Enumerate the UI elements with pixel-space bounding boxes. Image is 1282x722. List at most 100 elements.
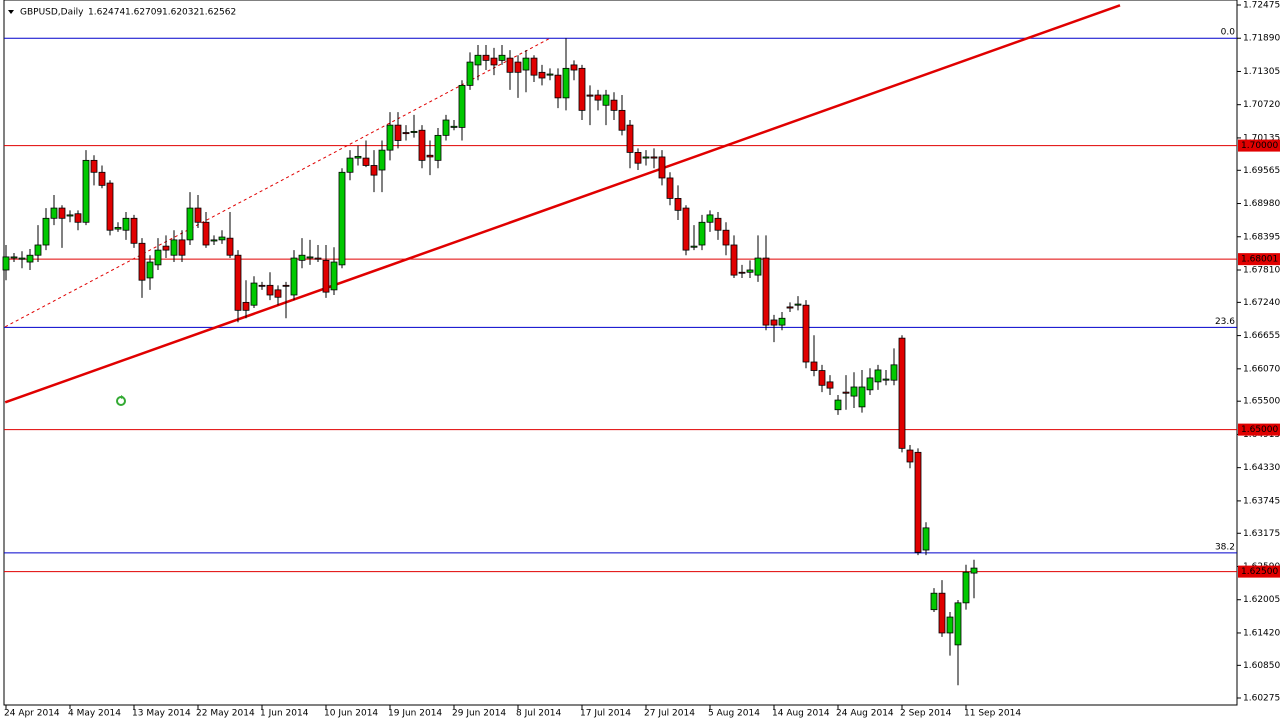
y-tick-label: 1.60850 bbox=[1243, 661, 1280, 671]
candle-body bbox=[106, 182, 114, 231]
candle-body bbox=[2, 256, 10, 271]
candle-body bbox=[10, 256, 18, 259]
x-tick-label: 1 Jun 2014 bbox=[260, 709, 309, 719]
candle-body bbox=[90, 159, 98, 173]
y-tick-label: 1.67810 bbox=[1243, 265, 1280, 275]
symbol-menu-icon[interactable] bbox=[8, 10, 14, 14]
chart-title: GBPUSD,Daily bbox=[20, 8, 84, 18]
y-tick-label: 1.66070 bbox=[1243, 364, 1280, 374]
level-tag bbox=[1238, 423, 1280, 436]
candle-body bbox=[898, 337, 906, 449]
y-tick-label: 1.69565 bbox=[1243, 166, 1280, 176]
candle-body bbox=[738, 271, 746, 274]
x-tick-label: 29 Jun 2014 bbox=[452, 709, 506, 719]
x-tick-label: 27 Jul 2014 bbox=[644, 709, 695, 719]
candle-body bbox=[98, 171, 106, 186]
level-label: 1.68001 bbox=[1241, 255, 1278, 265]
candle-body bbox=[754, 257, 762, 276]
candle-body bbox=[58, 207, 66, 219]
y-tick-label: 1.70135 bbox=[1243, 133, 1280, 143]
candle-body bbox=[234, 254, 242, 311]
candle-body bbox=[218, 236, 226, 241]
candle-body bbox=[658, 156, 666, 179]
fibo-label: 0.0 bbox=[1221, 28, 1236, 38]
candle-body bbox=[266, 284, 274, 296]
candle-body bbox=[818, 370, 826, 386]
candle-body bbox=[730, 244, 738, 276]
candle-body bbox=[330, 261, 338, 291]
candle-body bbox=[762, 257, 770, 326]
fibo-label: 23.6 bbox=[1215, 317, 1235, 327]
candle-body bbox=[450, 125, 458, 128]
candle-body bbox=[26, 254, 34, 263]
candle-body bbox=[498, 54, 506, 61]
candle-body bbox=[122, 217, 130, 231]
candle-body bbox=[402, 132, 410, 135]
candle-body bbox=[434, 134, 442, 161]
plot-frame bbox=[3, 0, 1238, 706]
candle-body bbox=[970, 567, 978, 574]
candle-body bbox=[578, 67, 586, 111]
header-low: 1.62032 bbox=[162, 8, 199, 18]
candle-body bbox=[906, 449, 914, 463]
trend-line bbox=[4, 37, 551, 328]
candle-body bbox=[474, 54, 482, 66]
header-high: 1.62709 bbox=[125, 8, 162, 18]
candle-body bbox=[274, 289, 282, 298]
x-tick-label: 24 Aug 2014 bbox=[836, 709, 894, 719]
candle-body bbox=[378, 149, 386, 171]
candle-body bbox=[514, 61, 522, 73]
candle-body bbox=[186, 207, 194, 241]
y-tick-label: 1.62005 bbox=[1243, 595, 1280, 605]
y-tick-label: 1.63175 bbox=[1243, 529, 1280, 539]
y-tick-label: 1.71305 bbox=[1243, 67, 1280, 77]
candle-body bbox=[18, 257, 26, 260]
candle-body bbox=[930, 592, 938, 611]
candle-body bbox=[202, 221, 210, 246]
candle-body bbox=[706, 214, 714, 223]
candle-body bbox=[626, 124, 634, 153]
candle-body bbox=[874, 369, 882, 383]
candle-body bbox=[882, 378, 890, 381]
candle-body bbox=[594, 94, 602, 101]
candle-body bbox=[714, 217, 722, 231]
candle-body bbox=[690, 245, 698, 248]
y-tick-label: 1.68395 bbox=[1243, 232, 1280, 242]
candle-body bbox=[954, 602, 962, 646]
candle-body bbox=[282, 284, 290, 287]
candle-body bbox=[34, 244, 42, 256]
candle-body bbox=[74, 213, 82, 223]
candle-body bbox=[962, 571, 970, 604]
level-tag bbox=[1238, 253, 1280, 266]
level-tag bbox=[1238, 565, 1280, 578]
level-tag bbox=[1238, 139, 1280, 152]
candle-body bbox=[346, 157, 354, 173]
candle-body bbox=[634, 152, 642, 164]
candle-body bbox=[650, 156, 658, 159]
candle-body bbox=[938, 592, 946, 634]
candle-body bbox=[770, 319, 778, 326]
candle-body bbox=[802, 304, 810, 363]
x-tick-label: 4 May 2014 bbox=[68, 709, 121, 719]
candle-body bbox=[50, 207, 58, 219]
y-tick-label: 1.64330 bbox=[1243, 463, 1280, 473]
candle-body bbox=[250, 282, 258, 306]
candle-body bbox=[370, 165, 378, 176]
candle-body bbox=[746, 269, 754, 273]
candle-body bbox=[314, 257, 322, 260]
candle-body bbox=[826, 381, 834, 389]
candle-body bbox=[618, 109, 626, 131]
candle-body bbox=[682, 207, 690, 251]
candle-body bbox=[258, 284, 266, 287]
candle-body bbox=[242, 301, 250, 311]
header-close: 1.62562 bbox=[199, 8, 236, 18]
candle-body bbox=[698, 221, 706, 246]
y-tick-label: 1.60275 bbox=[1243, 694, 1280, 704]
x-tick-label: 22 May 2014 bbox=[196, 709, 255, 719]
candle-body bbox=[482, 54, 490, 61]
candle-body bbox=[546, 73, 554, 76]
candle-body bbox=[858, 386, 866, 408]
candle-body bbox=[226, 237, 234, 256]
y-tick-label: 1.72475 bbox=[1243, 1, 1280, 11]
